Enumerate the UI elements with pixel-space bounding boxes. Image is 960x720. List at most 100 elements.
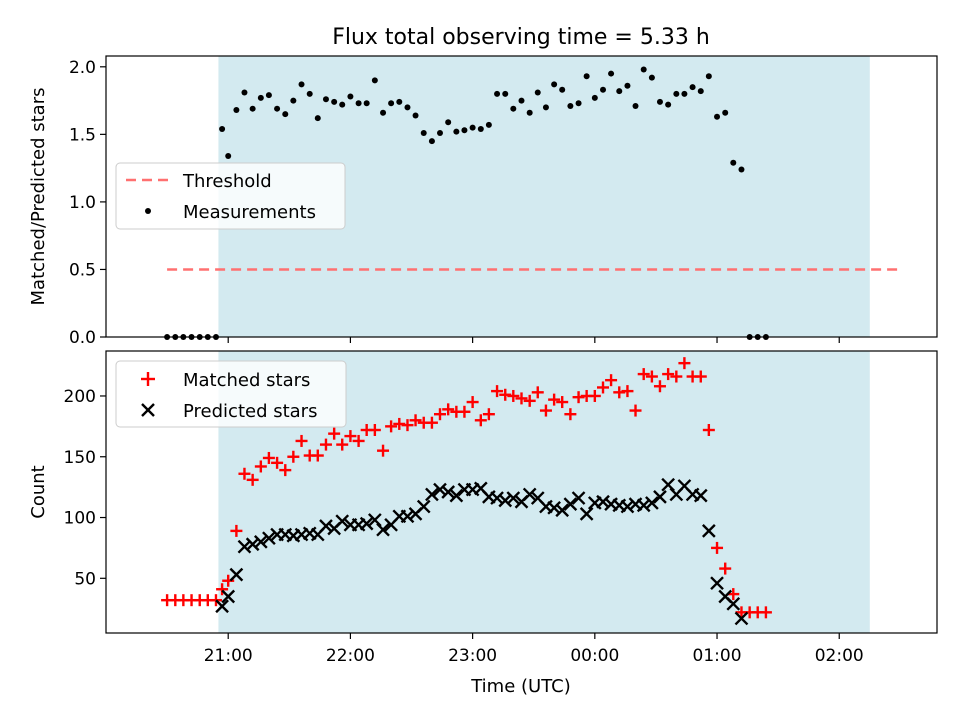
predicted-star-point (710, 576, 724, 591)
measurement-point (306, 90, 313, 97)
y-tick-label: 0.5 (69, 260, 96, 280)
count-panel: 50 100 150 200 21:00 22:00 23:00 00:00 01:00 02:… (28, 350, 938, 666)
matched-star-point (209, 594, 222, 607)
matched-star-point (694, 370, 707, 383)
predicted-star-point (433, 482, 447, 497)
matched-star-point (556, 396, 569, 409)
x-tick-label: 23:00 (448, 646, 497, 666)
predicted-star-point (693, 488, 708, 503)
legend-box (115, 360, 347, 428)
legend-measurements-label: Measurements (183, 202, 316, 223)
measurement-point (485, 121, 492, 128)
predicted-star-point (645, 496, 659, 510)
matched-star-point (523, 394, 536, 407)
matched-star-point (401, 419, 414, 432)
legend-matched-label: Matched stars (183, 370, 310, 391)
predicted-star-point (596, 494, 610, 509)
matched-star-point (238, 467, 251, 480)
predicted-star-point (701, 524, 716, 538)
measurement-point (518, 97, 525, 104)
measurement-point (339, 101, 346, 108)
predicted-star-point (579, 507, 594, 521)
matched-star-point (393, 417, 406, 430)
predicted-star-point (555, 503, 570, 518)
measurement-point (673, 90, 680, 97)
matched-star-point (548, 393, 561, 406)
matched-star-point (564, 408, 577, 421)
measurement-point (445, 119, 452, 126)
x-axis-ticks (227, 337, 840, 343)
plot-frame (105, 55, 938, 338)
matched-star-point (597, 381, 610, 394)
predicted-star-point (262, 531, 276, 546)
measurement-point (640, 66, 647, 73)
measurement-point (600, 86, 607, 93)
matched-star-point (442, 403, 455, 416)
chart-title: Flux total observing time = 5.33 h (332, 25, 710, 50)
matched-star-point (621, 385, 634, 398)
matched-star-point (629, 404, 642, 417)
predicted-star-point (620, 499, 635, 514)
predicted-star-point (253, 534, 268, 549)
measurement-point (665, 101, 672, 108)
predicted-star-point (359, 516, 374, 531)
measurement-point (648, 74, 655, 81)
measurement-point (233, 107, 240, 114)
measurement-point (656, 98, 663, 105)
measurement-point (257, 94, 264, 101)
measurement-point (380, 109, 387, 116)
measurement-point (331, 98, 338, 105)
measurement-point (681, 90, 688, 97)
measurement-point (388, 100, 395, 107)
matched-star-point (702, 424, 715, 437)
measurement-point (274, 105, 281, 112)
measurement-point (697, 88, 704, 95)
matched-star-point (328, 427, 341, 440)
matched-star-point (653, 380, 666, 393)
measurement-point (738, 166, 745, 173)
matched-star-point (662, 368, 675, 381)
predicted-star-point (547, 500, 561, 515)
predicted-star-point (571, 491, 586, 505)
matched-star-point (409, 414, 422, 427)
matched-star-point (670, 370, 683, 383)
measurement-point (477, 125, 484, 132)
measurement-point (591, 94, 598, 101)
matched-star-point (425, 416, 438, 429)
matched-star-point (222, 574, 235, 587)
y-tick-label: 100 (64, 509, 96, 529)
matched-star-point (613, 386, 626, 399)
matched-star-point (588, 389, 601, 402)
measurement-point (551, 81, 558, 88)
predicted-star-point (237, 539, 252, 554)
legend-predicted-label: Predicted stars (183, 401, 317, 422)
measurement-point (298, 81, 305, 88)
measurement-point (396, 98, 403, 105)
predicted-star-point (449, 488, 464, 503)
matched-star-point (711, 541, 724, 554)
ratio-panel: 0.00.51.01.52.0 Matched/Predicted stars … (28, 55, 938, 348)
predicted-star-point (506, 491, 521, 505)
matched-star-point (466, 396, 479, 409)
predicted-star-point (245, 537, 260, 552)
x-tick-label: 21:00 (204, 646, 253, 666)
predicted-star-point (319, 519, 333, 533)
legend-threshold-label: Threshold (182, 171, 272, 192)
y-tick-label: 2.0 (69, 58, 96, 78)
predicted-star-point (441, 485, 456, 499)
matched-star-point (605, 374, 618, 387)
matched-star-point (491, 385, 504, 398)
predicted-star-point (425, 487, 439, 502)
predicted-star-point (498, 493, 513, 508)
measurement-point (714, 113, 721, 120)
predicted-star-point (229, 567, 244, 582)
matched-star-point (230, 524, 243, 537)
predicted-star-point (221, 589, 236, 604)
matched-star-point (719, 562, 732, 575)
measurement-point (282, 111, 289, 118)
measurement-point (412, 112, 419, 119)
measurement-point (265, 92, 272, 99)
predicted-star-point (400, 509, 415, 524)
y-tick-label: 1.0 (69, 193, 96, 213)
matched-star-point (344, 430, 357, 443)
